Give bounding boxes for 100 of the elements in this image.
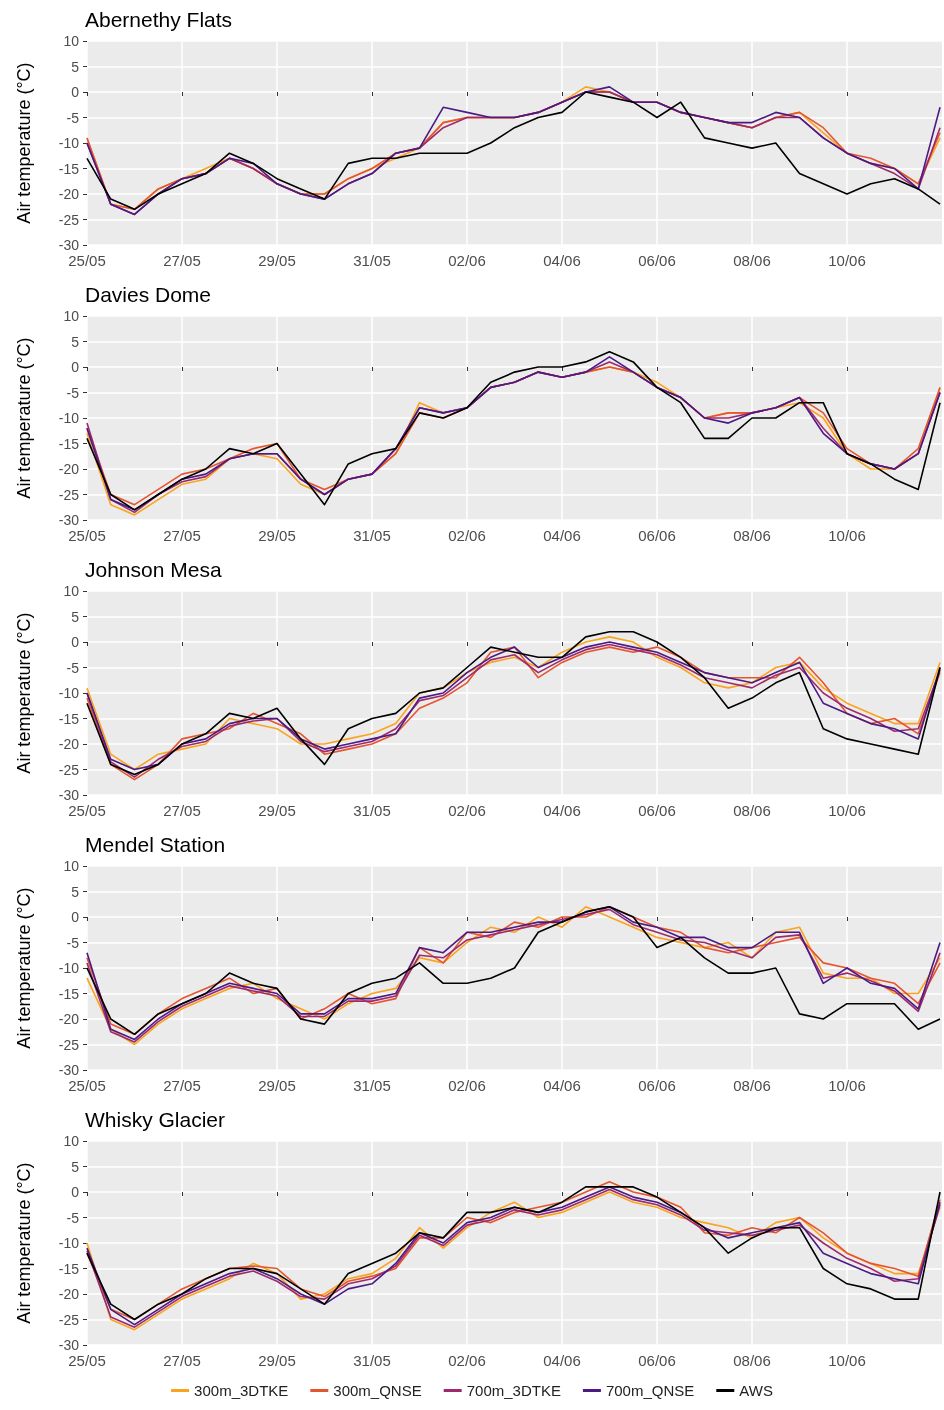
y-axis-title: Air temperature (°C) (14, 887, 34, 1049)
x-tick-label: 06/06 (638, 1352, 676, 1369)
x-tick-label: 10/06 (828, 527, 866, 544)
x-tick-label: 27/05 (163, 1352, 201, 1369)
x-tick-label: 08/06 (733, 252, 771, 269)
y-tick-label: -15 (58, 160, 80, 177)
y-tick-label: 5 (71, 58, 80, 75)
x-tick-label: 31/05 (353, 527, 391, 544)
y-tick-label: 10 (63, 308, 80, 324)
y-tick-label: -30 (58, 512, 80, 528)
x-tick-label: 02/06 (448, 1352, 486, 1369)
legend-label: AWS (739, 1382, 773, 1399)
x-tick-label: 25/05 (68, 802, 106, 819)
y-tick-label: 10 (63, 33, 80, 49)
x-tick-label: 25/05 (68, 252, 106, 269)
x-tick-label: 25/05 (68, 1077, 106, 1094)
y-tick-label: -25 (58, 1311, 80, 1328)
x-tick-label: 27/05 (163, 252, 201, 269)
y-tick-label: 0 (71, 84, 80, 100)
x-tick-label: 27/05 (163, 527, 201, 544)
y-tick-label: -25 (58, 211, 80, 228)
y-tick-label: -10 (58, 410, 80, 426)
x-tick-label: 29/05 (258, 802, 296, 819)
y-tick-label: -25 (58, 1036, 80, 1053)
y-tick-label: -15 (58, 435, 80, 452)
x-tick-label: 10/06 (828, 1352, 866, 1369)
y-tick-label: -25 (58, 761, 80, 778)
y-tick-label: 0 (71, 909, 80, 925)
y-axis-title: Air temperature (°C) (14, 1162, 34, 1324)
y-tick-label: 10 (63, 1133, 80, 1149)
y-tick-label: -10 (58, 685, 80, 701)
y-tick-label: -5 (66, 659, 80, 676)
x-tick-label: 02/06 (448, 1077, 486, 1094)
y-tick-label: -10 (58, 960, 80, 976)
x-tick-label: 04/06 (543, 1352, 581, 1369)
x-tick-label: 08/06 (733, 1352, 771, 1369)
x-tick-label: 29/05 (258, 1352, 296, 1369)
y-tick-label: -20 (58, 186, 80, 202)
chart-title: Davies Dome (85, 283, 212, 306)
x-tick-label: 27/05 (163, 802, 201, 819)
y-tick-label: -10 (58, 1235, 80, 1251)
y-tick-label: 0 (71, 634, 80, 650)
legend-label: 700m_QNSE (605, 1382, 695, 1399)
y-tick-label: -20 (58, 1011, 80, 1027)
x-tick-label: 04/06 (543, 802, 581, 819)
x-tick-label: 02/06 (448, 802, 486, 819)
y-tick-label: 5 (71, 883, 80, 900)
x-tick-label: 02/06 (448, 252, 486, 269)
y-tick-label: -10 (58, 135, 80, 151)
x-tick-label: 10/06 (828, 1077, 866, 1094)
x-tick-label: 29/05 (258, 252, 296, 269)
x-tick-label: 31/05 (353, 252, 391, 269)
x-tick-label: 29/05 (258, 1077, 296, 1094)
x-tick-label: 06/06 (638, 527, 676, 544)
chart-title: Mendel Station (85, 833, 226, 856)
chart-title: Johnson Mesa (85, 558, 222, 581)
x-tick-label: 31/05 (353, 1077, 391, 1094)
y-tick-label: -30 (58, 237, 80, 253)
x-tick-label: 31/05 (353, 802, 391, 819)
y-axis-title: Air temperature (°C) (14, 337, 34, 499)
x-tick-label: 06/06 (638, 802, 676, 819)
y-tick-label: -15 (58, 985, 80, 1002)
x-tick-label: 04/06 (543, 252, 581, 269)
y-tick-label: -30 (58, 1062, 80, 1078)
x-tick-label: 25/05 (68, 1352, 106, 1369)
y-tick-label: 10 (63, 858, 80, 874)
x-tick-label: 02/06 (448, 527, 486, 544)
y-tick-label: 5 (71, 608, 80, 625)
x-tick-label: 31/05 (353, 1352, 391, 1369)
y-tick-label: 5 (71, 333, 80, 350)
x-tick-label: 04/06 (543, 1077, 581, 1094)
y-tick-label: -25 (58, 486, 80, 503)
x-tick-label: 08/06 (733, 527, 771, 544)
y-tick-label: -20 (58, 736, 80, 752)
chart-title: Whisky Glacier (85, 1108, 226, 1131)
x-tick-label: 08/06 (733, 1077, 771, 1094)
x-tick-label: 08/06 (733, 802, 771, 819)
x-tick-label: 04/06 (543, 527, 581, 544)
chart-title: Abernethy Flats (85, 8, 233, 31)
x-tick-label: 25/05 (68, 527, 106, 544)
y-axis-title: Air temperature (°C) (14, 62, 34, 224)
legend-label: 700m_3DTKE (466, 1382, 561, 1399)
y-tick-label: -30 (58, 787, 80, 803)
y-tick-label: -5 (66, 384, 80, 401)
y-tick-label: -5 (66, 1209, 80, 1226)
y-tick-label: 5 (71, 1158, 80, 1175)
y-tick-label: -15 (58, 1260, 80, 1277)
x-tick-label: 29/05 (258, 527, 296, 544)
y-tick-label: -5 (66, 934, 80, 951)
x-tick-label: 27/05 (163, 1077, 201, 1094)
x-tick-label: 06/06 (638, 252, 676, 269)
y-axis-title: Air temperature (°C) (14, 612, 34, 774)
y-tick-label: 10 (63, 583, 80, 599)
x-tick-label: 10/06 (828, 252, 866, 269)
legend-label: 300m_3DTKE (194, 1382, 289, 1399)
y-tick-label: -30 (58, 1337, 80, 1353)
y-tick-label: -5 (66, 109, 80, 126)
legend-label: 300m_QNSE (333, 1382, 422, 1399)
y-tick-label: -20 (58, 1286, 80, 1302)
x-tick-label: 10/06 (828, 802, 866, 819)
